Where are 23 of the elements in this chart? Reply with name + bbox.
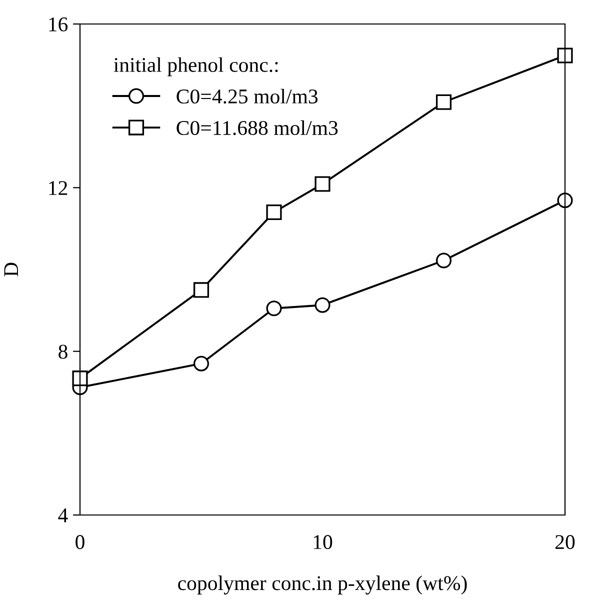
x-tick-label: 10 [314, 535, 332, 550]
y-tick-label: 4 [58, 508, 68, 522]
point [193, 356, 210, 372]
y-tick-label: 12 [49, 181, 68, 195]
point [193, 282, 210, 298]
point [72, 370, 88, 386]
x-tick-label: 20 [556, 535, 575, 550]
y-tick-label: 16 [49, 17, 68, 32]
point [436, 252, 452, 268]
point [266, 300, 282, 316]
point [436, 94, 452, 110]
point [314, 176, 330, 192]
point [557, 192, 573, 208]
legend-label: C0=11.688 mol/m3 [176, 120, 338, 136]
point [557, 48, 573, 64]
legend-label: C0=4.25 mol/m3 [176, 88, 318, 104]
legend-title: initial phenol conc.: [114, 57, 278, 76]
point [266, 204, 282, 220]
x-axis-title: copolymer conc.in p-xylene (wt%) [178, 576, 467, 595]
x-tick-label: 0 [76, 535, 84, 550]
point [314, 297, 330, 313]
y-axis-title: D [4, 262, 18, 276]
y-tick-label: 8 [58, 344, 68, 359]
